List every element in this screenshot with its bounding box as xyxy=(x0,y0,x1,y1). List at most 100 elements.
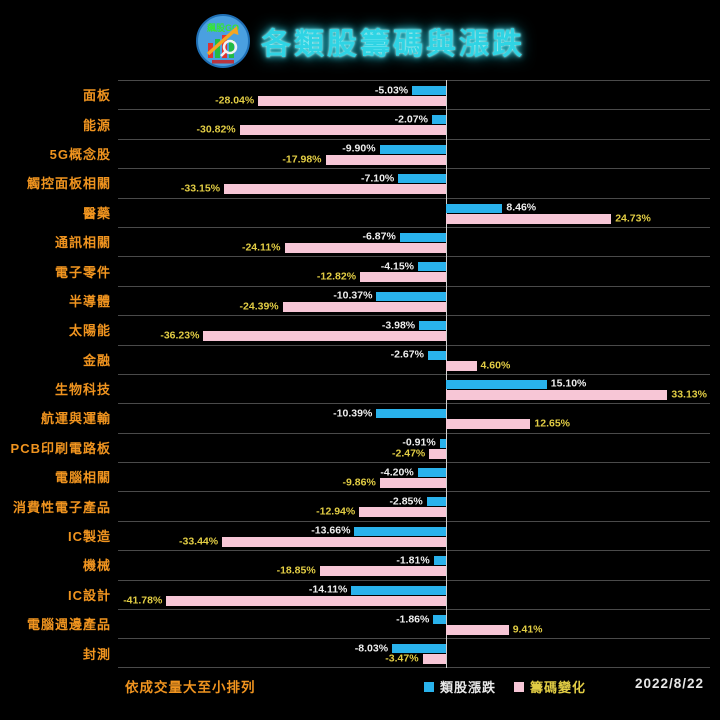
gain-value-label: -6.87% xyxy=(362,230,396,243)
chip-bar xyxy=(445,419,531,430)
row-plot: -9.90% -17.98% xyxy=(118,138,710,170)
legend-label-gain: 類股漲跌 xyxy=(440,680,497,695)
chip-value-label: 33.13% xyxy=(671,388,707,401)
gain-bar xyxy=(399,232,446,242)
chart-row: 半導體 -10.37% -24.39% xyxy=(0,285,720,317)
gain-bar xyxy=(431,115,446,125)
gain-value-label: -13.66% xyxy=(311,524,351,537)
category-label: 機械 xyxy=(82,558,111,574)
chart-row: 觸控面板相關 -7.10% -33.15% xyxy=(0,168,720,199)
gain-bar xyxy=(445,203,503,213)
row-plot: -1.81% -18.85% xyxy=(118,550,710,582)
row-plot: -4.15% -12.82% xyxy=(118,256,710,288)
gain-bar-track: -10.37% xyxy=(118,290,710,301)
header: 飆股GO 各類股籌碼與漲跌 xyxy=(0,10,720,72)
gain-bar-track: -2.85% xyxy=(118,496,710,507)
gain-bar xyxy=(419,321,446,331)
gain-bar xyxy=(392,644,446,654)
chip-bar-track: -9.86% xyxy=(118,477,710,489)
gain-value-label: -4.15% xyxy=(380,260,415,273)
gain-bar-track: -7.10% xyxy=(118,172,710,185)
row-plot: -4.20% -9.86% xyxy=(118,462,710,493)
chart-row: 電子零件 -4.15% -12.82% xyxy=(0,256,720,288)
category-label: IC設計 xyxy=(67,587,111,603)
chart-row: 機械 -1.81% -18.85% xyxy=(0,550,720,582)
gain-bar xyxy=(418,262,446,272)
row-plot: -5.03% -28.04% xyxy=(118,80,710,111)
chip-bar-track: -18.85% xyxy=(118,564,710,577)
chip-bar xyxy=(360,272,446,283)
chip-bar-track: -12.82% xyxy=(118,270,710,283)
chip-value-label: 12.65% xyxy=(534,417,571,430)
chip-bar xyxy=(258,96,446,106)
gain-bar xyxy=(379,144,446,154)
chart-row: 醫藥 8.46% 24.73% xyxy=(0,197,720,229)
gain-bar-track: -9.90% xyxy=(118,143,710,154)
chip-bar xyxy=(325,154,446,165)
row-plot: -2.07% -30.82% xyxy=(118,109,710,141)
chart-row: 消費性電子產品 -2.85% -12.94% xyxy=(0,491,720,523)
logo-magnifier-icon xyxy=(222,39,238,55)
chip-bar-track: -36.23% xyxy=(118,329,710,342)
gain-bar xyxy=(412,86,446,95)
chip-bar xyxy=(203,331,446,342)
chip-bar xyxy=(445,389,668,400)
category-label: 封測 xyxy=(82,646,111,662)
category-label: 半導體 xyxy=(68,293,111,309)
chip-value-label: -24.39% xyxy=(239,300,279,313)
gain-bar-track: -1.81% xyxy=(118,554,710,567)
gain-bar-track: -0.91% xyxy=(118,437,710,448)
legend-label-chip: 籌碼變化 xyxy=(530,680,587,695)
gain-value-label: -7.10% xyxy=(361,172,395,185)
chip-bar xyxy=(445,625,509,636)
chip-value-label: 9.41% xyxy=(512,623,543,636)
gain-bar xyxy=(445,379,547,389)
chip-value-label: -24.11% xyxy=(241,241,281,254)
chip-bar-track: 4.60% xyxy=(118,359,710,372)
gain-bar xyxy=(426,497,446,507)
gain-value-label: -5.03% xyxy=(374,84,409,96)
chip-value-label: 24.73% xyxy=(615,212,651,225)
category-label: 生物科技 xyxy=(54,382,111,398)
category-label: 通訊相關 xyxy=(54,235,111,251)
chart-row: 封測 -8.03% -3.47% xyxy=(0,638,720,669)
row-plot: -2.67% 4.60% xyxy=(118,344,710,376)
chart-row: 電腦週邊產品 -1.86% 9.41% xyxy=(0,609,720,640)
chip-value-label: -12.82% xyxy=(316,270,357,283)
chip-value-label: 4.60% xyxy=(480,359,511,372)
category-label: PCB印刷電路板 xyxy=(10,440,111,456)
category-label: 面板 xyxy=(82,88,111,104)
chart-row: IC設計 -14.11% -41.78% xyxy=(0,579,720,611)
row-plot: 15.10% 33.13% xyxy=(118,373,710,405)
chart-row: 金融 -2.67% 4.60% xyxy=(0,344,720,376)
gain-bar-track: 15.10% xyxy=(118,377,710,390)
chart-row: 通訊相關 -6.87% -24.11% xyxy=(0,226,720,258)
chip-value-label: -2.47% xyxy=(391,447,426,460)
chip-bar-track: -24.39% xyxy=(118,300,710,313)
chip-bar xyxy=(445,360,477,371)
gain-bar-track: -3.98% xyxy=(118,320,710,331)
legend-item-gain: 類股漲跌 xyxy=(424,677,496,696)
gain-bar-track: -2.07% xyxy=(118,114,710,125)
gain-value-label: -1.81% xyxy=(396,554,430,567)
gain-value-label: 8.46% xyxy=(506,201,537,214)
row-plot: -10.39% 12.65% xyxy=(118,403,710,435)
chip-bar xyxy=(166,595,446,606)
category-label: 電腦相關 xyxy=(54,470,111,486)
row-plot: -0.91% -2.47% xyxy=(118,432,710,464)
category-label: 消費性電子產品 xyxy=(12,499,111,515)
chip-swatch-icon xyxy=(514,681,525,692)
chip-value-label: -12.94% xyxy=(316,505,356,518)
chip-bar-track: 33.13% xyxy=(118,388,710,401)
gain-value-label: 15.10% xyxy=(550,377,587,390)
chart-row: 航運與運輸 -10.39% 12.65% xyxy=(0,403,720,435)
chip-bar-track: -12.94% xyxy=(118,505,710,518)
chip-bar-track: -33.44% xyxy=(118,536,710,547)
chip-value-label: -36.23% xyxy=(160,329,200,342)
gain-value-label: -1.86% xyxy=(396,613,430,626)
gain-bar-track: -13.66% xyxy=(118,524,710,537)
category-label: 電腦週邊產品 xyxy=(26,617,111,633)
footer: 依成交量大至小排列 類股漲跌 籌碼變化 2022/8/22 xyxy=(0,676,720,698)
chip-value-label: -18.85% xyxy=(276,564,316,577)
row-plot: -3.98% -36.23% xyxy=(118,315,710,346)
